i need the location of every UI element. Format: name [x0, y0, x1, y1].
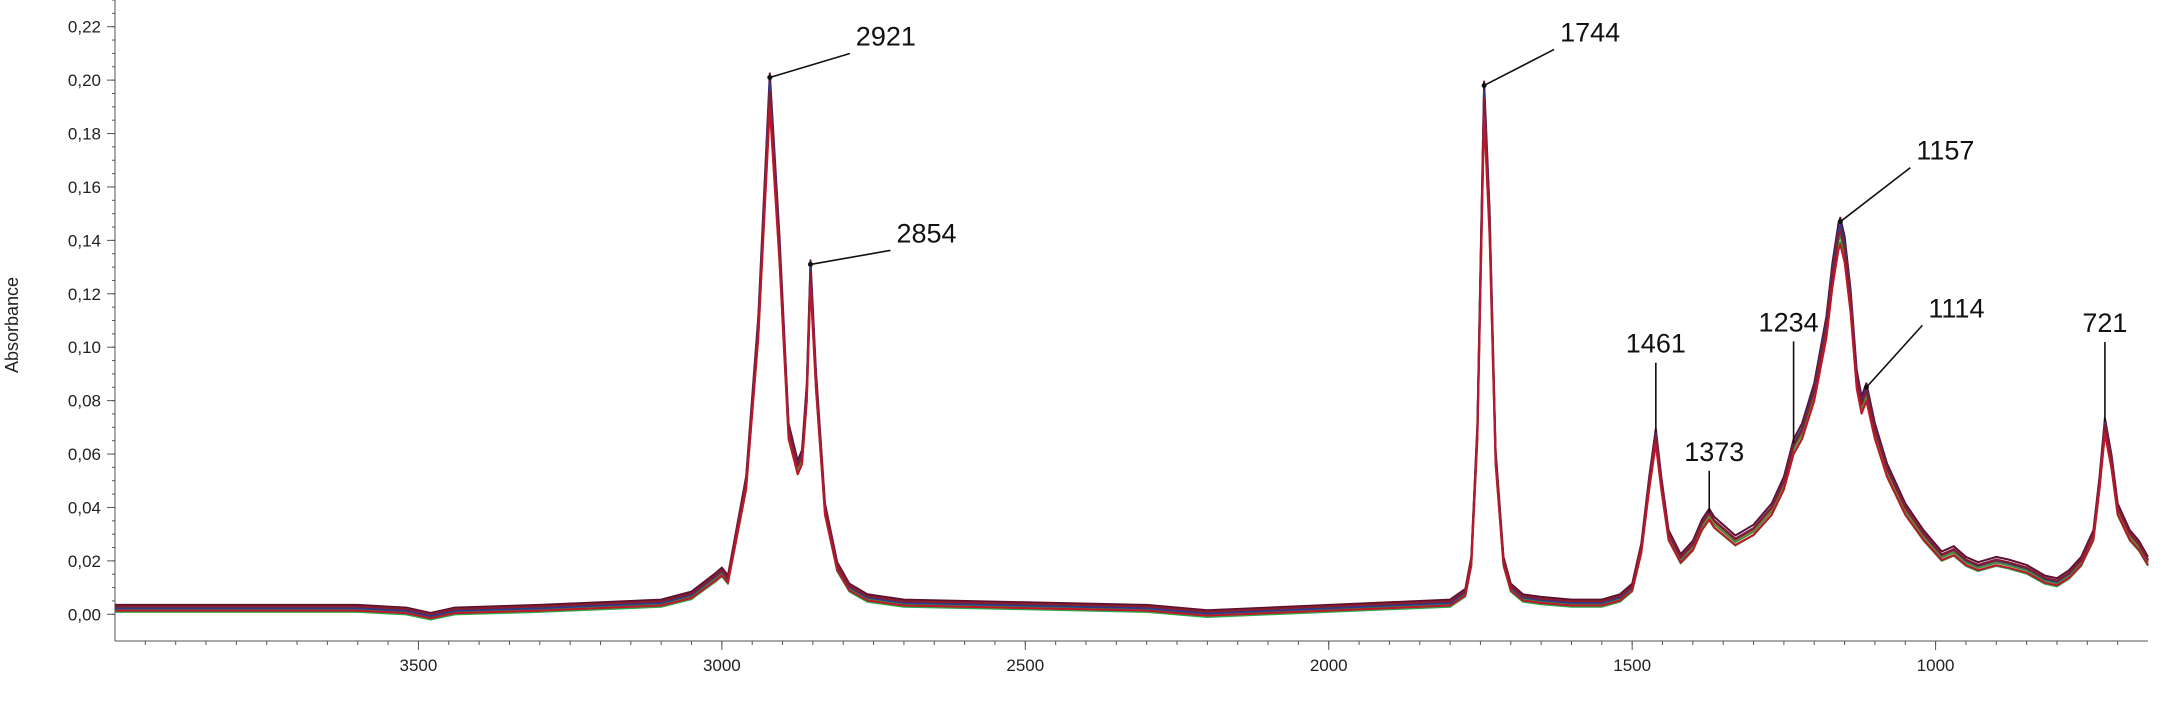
peak-leader: [1865, 324, 1924, 388]
x-tick-label: 2000: [1310, 656, 1348, 675]
peak-label: 2854: [896, 218, 956, 248]
y-axis-label: Absorbance: [2, 277, 22, 373]
y-tick-label: 0,04: [68, 498, 101, 517]
peak-leader: [769, 52, 851, 79]
peak-label: 1157: [1916, 136, 1974, 166]
y-tick-label: 0,22: [68, 18, 101, 37]
y-tick-label: 0,12: [68, 285, 101, 304]
spectrum-series-3: [115, 103, 2149, 621]
peak-annotations: 2921 2854 1744 1461 1373 1234 1157 1114 721: [767, 17, 2127, 513]
peak-label: 1114: [1928, 293, 1984, 323]
y-tick-label: 0,06: [68, 445, 101, 464]
y-axis: 0,00 0,02 0,04 0,06 0,08 0,10 0,12 0,14 0,16 0,18…: [68, 0, 116, 641]
peak-label: 1234: [1759, 307, 1819, 337]
spectrum-series-5: [115, 88, 2149, 617]
spectrum-series-7: [115, 89, 2149, 616]
y-tick-label: 0,00: [68, 605, 101, 624]
spectrum-series-4: [115, 95, 2149, 618]
y-tick-label: 0,02: [68, 552, 101, 571]
x-tick-label: 1500: [1613, 656, 1651, 675]
y-tick-label: 0,18: [68, 125, 101, 144]
spectrum-series-2: [115, 82, 2149, 616]
peak-label: 1744: [1560, 17, 1620, 47]
spectrum-series-8: [115, 107, 2149, 620]
y-tick-label: 0,16: [68, 178, 101, 197]
peak-label: 1461: [1626, 329, 1686, 359]
spectra-series: [115, 72, 2149, 621]
peak-marker: [1481, 82, 1487, 88]
peak-label: 2921: [856, 21, 916, 51]
peak-marker: [1837, 219, 1843, 225]
y-tick-label: 0,08: [68, 392, 101, 411]
spectrum-series-1: [115, 72, 2149, 614]
peak-marker: [1863, 384, 1869, 390]
y-tick-label: 0,20: [68, 71, 101, 90]
spectrum-series-6: [115, 81, 2149, 618]
y-tick-label: 0,14: [68, 231, 101, 250]
peak-label: 1373: [1684, 437, 1744, 467]
peak-label: 721: [2082, 308, 2127, 338]
x-tick-label: 3500: [400, 656, 438, 675]
x-axis: 3500 3000 2500 2000 1500 1000: [115, 640, 2148, 675]
x-tick-label: 3000: [703, 656, 741, 675]
peak-leader: [1839, 167, 1911, 223]
peak-marker: [767, 74, 773, 80]
peak-leader: [1483, 48, 1555, 87]
y-tick-label: 0,10: [68, 338, 101, 357]
peak-leader: [810, 249, 891, 266]
x-tick-label: 2500: [1006, 656, 1044, 675]
x-tick-label: 1000: [1917, 656, 1955, 675]
peak-marker: [807, 261, 813, 267]
